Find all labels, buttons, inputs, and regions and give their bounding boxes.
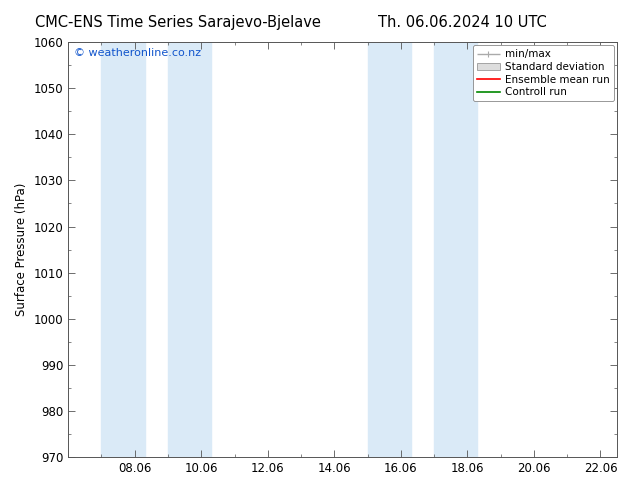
Bar [368, 42, 411, 457]
Text: CMC-ENS Time Series Sarajevo-Bjelave: CMC-ENS Time Series Sarajevo-Bjelave [35, 15, 320, 30]
Bar [434, 42, 477, 457]
Text: © weatheronline.co.nz: © weatheronline.co.nz [74, 49, 201, 58]
Text: Th. 06.06.2024 10 UTC: Th. 06.06.2024 10 UTC [378, 15, 547, 30]
Y-axis label: Surface Pressure (hPa): Surface Pressure (hPa) [15, 183, 28, 316]
Legend: min/max, Standard deviation, Ensemble mean run, Controll run: min/max, Standard deviation, Ensemble me… [473, 45, 614, 101]
Bar [101, 42, 145, 457]
Bar [168, 42, 211, 457]
